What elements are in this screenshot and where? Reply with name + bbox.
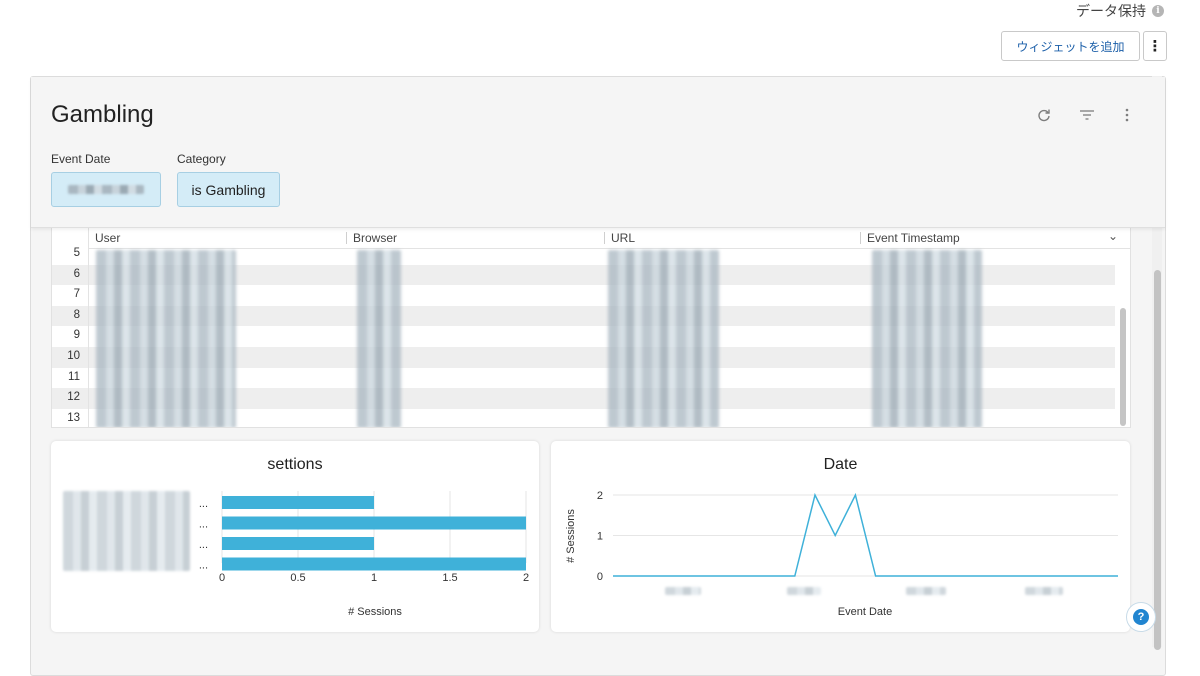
y-tick-label: ... — [199, 560, 208, 572]
redacted-date-range — [68, 185, 144, 194]
retention-text: データ保持 — [1076, 3, 1146, 19]
column-separator — [860, 232, 861, 244]
column-separator — [346, 232, 347, 244]
page-scrollbar[interactable] — [1154, 270, 1161, 650]
bar — [222, 557, 526, 571]
sessions-bar-chart-card: settions 0 0.5 1 1.5 2............ # Sessions — [51, 441, 539, 632]
table-row[interactable]: 5 — [52, 244, 1115, 265]
events-table: User Browser URL Event Timestamp ⌄ 5 6 7 8 9… — [51, 228, 1131, 428]
data-retention-label: データ保持 i — [1076, 2, 1164, 20]
x-tick-label: 1.5 — [442, 572, 457, 584]
filter-icon[interactable] — [1077, 105, 1097, 125]
redacted-url-column — [608, 250, 719, 427]
redacted-timestamp-column — [872, 250, 982, 427]
y-tick-label: 2 — [597, 490, 603, 502]
x-tick-label: 1 — [371, 572, 377, 584]
bar — [222, 537, 374, 550]
y-axis-label: # Sessions — [565, 509, 577, 563]
help-icon: ? — [1133, 609, 1149, 625]
row-number: 8 — [73, 308, 80, 321]
row-number-divider — [88, 228, 89, 427]
dashboard-panel: Gambling Event Date Category is Gambling… — [30, 76, 1166, 676]
x-tick-label: 2 — [523, 572, 529, 584]
table-row[interactable]: 11 — [52, 368, 1115, 389]
header-divider — [88, 248, 1130, 249]
add-widget-button[interactable]: ウィジェットを追加 — [1001, 31, 1140, 61]
table-row[interactable]: 12 — [52, 388, 1115, 409]
table-row[interactable]: 10 — [52, 347, 1115, 368]
x-axis-label: # Sessions — [348, 606, 402, 618]
row-number: 9 — [73, 329, 80, 342]
column-header-user[interactable]: User — [95, 231, 121, 245]
redacted-user-column — [96, 250, 236, 427]
y-tick-label: 1 — [597, 531, 603, 543]
column-header-url[interactable]: URL — [611, 231, 636, 245]
table-row[interactable]: 8 — [52, 305, 1115, 327]
help-button[interactable]: ? — [1126, 602, 1156, 632]
filter-label-category: Category — [177, 152, 226, 166]
y-tick-label: ... — [199, 539, 208, 551]
row-number: 7 — [73, 288, 80, 301]
line-chart-title: Date — [823, 456, 858, 473]
table-row[interactable]: 6 — [52, 264, 1115, 286]
x-tick-label: 0 — [219, 572, 225, 584]
y-tick-label: 0 — [597, 571, 603, 583]
refresh-icon[interactable] — [1034, 105, 1054, 125]
bar-chart-title: settions — [267, 456, 323, 473]
redacted-category-labels — [63, 491, 190, 571]
info-icon[interactable]: i — [1152, 5, 1164, 17]
row-number: 11 — [68, 370, 80, 383]
row-number: 12 — [67, 391, 80, 404]
kebab-icon[interactable] — [1117, 105, 1137, 125]
date-line-chart-card: Date 0 1 2 Event Date # Sessions — [551, 441, 1130, 632]
series-line — [613, 492, 1118, 577]
y-tick-label: ... — [199, 498, 208, 510]
chevron-down-icon[interactable]: ⌄ — [1107, 229, 1118, 243]
row-number: 5 — [73, 247, 80, 259]
x-tick-label: 0.5 — [290, 572, 305, 584]
filter-label-event-date: Event Date — [51, 152, 111, 166]
more-options-button[interactable]: ⋮ — [1143, 31, 1167, 61]
filter-chip-event-date[interactable] — [51, 172, 161, 207]
redacted-browser-column — [357, 250, 401, 427]
table-row[interactable]: 9 — [52, 326, 1115, 347]
column-header-event-timestamp[interactable]: Event Timestamp — [867, 231, 960, 245]
bar — [222, 516, 526, 530]
y-tick-label: ... — [199, 519, 208, 531]
filter-chip-category[interactable]: is Gambling — [177, 172, 280, 207]
redacted-date-tick — [665, 587, 701, 595]
row-number: 10 — [67, 350, 80, 362]
redacted-date-tick — [1025, 587, 1063, 595]
redacted-date-tick — [787, 587, 821, 595]
table-scrollbar[interactable] — [1120, 308, 1126, 426]
table-row[interactable]: 7 — [52, 285, 1115, 306]
table-row[interactable]: 13 — [52, 409, 1115, 427]
bar-chart: 0 0.5 1 1.5 2............ # Sessions — [199, 491, 529, 618]
x-axis-label: Event Date — [838, 606, 892, 618]
dashboard-title: Gambling — [51, 101, 154, 128]
row-number: 6 — [73, 267, 80, 280]
dashboard-header: Gambling Event Date Category is Gambling — [31, 77, 1165, 228]
bar — [222, 496, 374, 509]
row-number: 13 — [67, 411, 80, 424]
column-header-browser[interactable]: Browser — [353, 231, 398, 245]
redacted-date-tick — [906, 587, 946, 595]
column-separator — [604, 232, 605, 244]
line-chart: 0 1 2 Event Date # Sessions — [565, 490, 1118, 618]
